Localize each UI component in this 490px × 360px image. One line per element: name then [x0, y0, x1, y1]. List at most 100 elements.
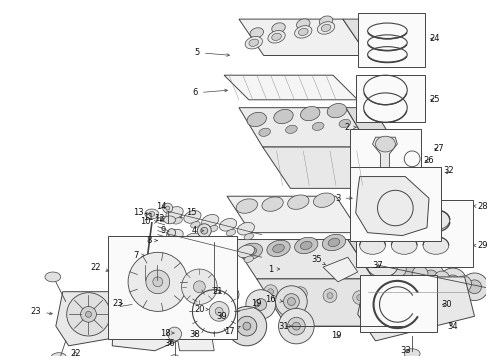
- Text: 24: 24: [430, 34, 440, 43]
- Ellipse shape: [168, 327, 181, 341]
- Ellipse shape: [264, 285, 277, 298]
- Ellipse shape: [381, 260, 394, 274]
- Ellipse shape: [86, 311, 92, 317]
- Text: 25: 25: [430, 95, 440, 104]
- Ellipse shape: [339, 119, 351, 127]
- Text: 21: 21: [212, 287, 222, 296]
- Ellipse shape: [194, 281, 205, 293]
- Ellipse shape: [314, 193, 335, 207]
- Ellipse shape: [168, 229, 175, 237]
- Bar: [160, 216, 168, 221]
- Text: 11: 11: [143, 213, 159, 222]
- Ellipse shape: [246, 290, 275, 319]
- Bar: [350, 167, 441, 240]
- Polygon shape: [239, 19, 368, 55]
- Text: 2: 2: [344, 123, 356, 132]
- Polygon shape: [343, 19, 392, 55]
- Bar: [108, 235, 237, 339]
- Ellipse shape: [239, 243, 263, 260]
- Ellipse shape: [197, 224, 211, 238]
- Ellipse shape: [461, 273, 489, 301]
- Ellipse shape: [193, 290, 236, 333]
- Polygon shape: [56, 292, 125, 346]
- Ellipse shape: [166, 206, 170, 210]
- Ellipse shape: [417, 263, 445, 291]
- Text: 22: 22: [90, 262, 109, 271]
- Bar: [356, 200, 472, 267]
- Ellipse shape: [215, 307, 223, 315]
- Text: 39: 39: [216, 312, 226, 321]
- Ellipse shape: [395, 258, 423, 286]
- Ellipse shape: [191, 244, 200, 251]
- Text: 36: 36: [164, 339, 175, 348]
- Ellipse shape: [236, 199, 258, 213]
- Ellipse shape: [268, 289, 273, 294]
- Ellipse shape: [294, 237, 318, 254]
- Ellipse shape: [237, 316, 257, 336]
- Ellipse shape: [293, 322, 300, 330]
- Ellipse shape: [360, 237, 386, 254]
- Ellipse shape: [209, 306, 219, 316]
- Text: 28: 28: [473, 202, 488, 211]
- Text: 10: 10: [140, 217, 157, 226]
- Ellipse shape: [181, 269, 217, 305]
- Ellipse shape: [244, 233, 254, 240]
- Ellipse shape: [368, 257, 397, 277]
- Ellipse shape: [45, 272, 61, 282]
- Text: 5: 5: [195, 48, 229, 57]
- Text: 33: 33: [400, 346, 411, 355]
- Ellipse shape: [208, 225, 218, 232]
- Ellipse shape: [255, 298, 267, 310]
- Ellipse shape: [173, 217, 182, 224]
- Ellipse shape: [140, 287, 150, 297]
- Ellipse shape: [294, 287, 307, 301]
- Ellipse shape: [128, 252, 188, 311]
- Bar: [350, 129, 421, 193]
- Text: 1: 1: [268, 265, 280, 274]
- Text: 14: 14: [156, 202, 167, 211]
- Text: 3: 3: [335, 194, 352, 203]
- Ellipse shape: [208, 248, 218, 255]
- Ellipse shape: [249, 39, 259, 46]
- Polygon shape: [174, 321, 214, 351]
- Ellipse shape: [353, 291, 367, 305]
- Ellipse shape: [357, 294, 363, 301]
- Polygon shape: [356, 176, 429, 235]
- Ellipse shape: [245, 36, 263, 49]
- Text: 9: 9: [160, 226, 169, 235]
- Text: 31: 31: [278, 321, 292, 330]
- Ellipse shape: [158, 238, 168, 243]
- Ellipse shape: [391, 261, 406, 277]
- Ellipse shape: [373, 253, 401, 281]
- Text: 13: 13: [133, 208, 149, 217]
- Ellipse shape: [267, 240, 290, 257]
- Ellipse shape: [467, 280, 482, 294]
- Text: 30: 30: [441, 300, 452, 309]
- Ellipse shape: [80, 306, 97, 322]
- Ellipse shape: [319, 16, 333, 26]
- Text: 17: 17: [224, 326, 240, 336]
- Ellipse shape: [300, 107, 320, 121]
- Ellipse shape: [51, 353, 67, 360]
- Ellipse shape: [321, 24, 331, 32]
- Text: 26: 26: [424, 156, 434, 165]
- Ellipse shape: [163, 203, 172, 213]
- Polygon shape: [348, 239, 402, 279]
- Ellipse shape: [220, 219, 237, 231]
- Ellipse shape: [456, 276, 471, 292]
- Text: 23: 23: [113, 299, 123, 308]
- Ellipse shape: [296, 19, 310, 29]
- Text: 32: 32: [443, 166, 454, 175]
- Ellipse shape: [312, 122, 324, 130]
- Ellipse shape: [392, 237, 417, 254]
- Polygon shape: [112, 257, 177, 351]
- Ellipse shape: [245, 247, 257, 256]
- Polygon shape: [263, 147, 397, 188]
- Ellipse shape: [173, 240, 182, 247]
- Ellipse shape: [327, 293, 333, 298]
- Ellipse shape: [244, 256, 254, 262]
- Text: 27: 27: [434, 144, 444, 153]
- Ellipse shape: [184, 233, 201, 246]
- Ellipse shape: [170, 355, 179, 360]
- Text: 12: 12: [154, 214, 165, 223]
